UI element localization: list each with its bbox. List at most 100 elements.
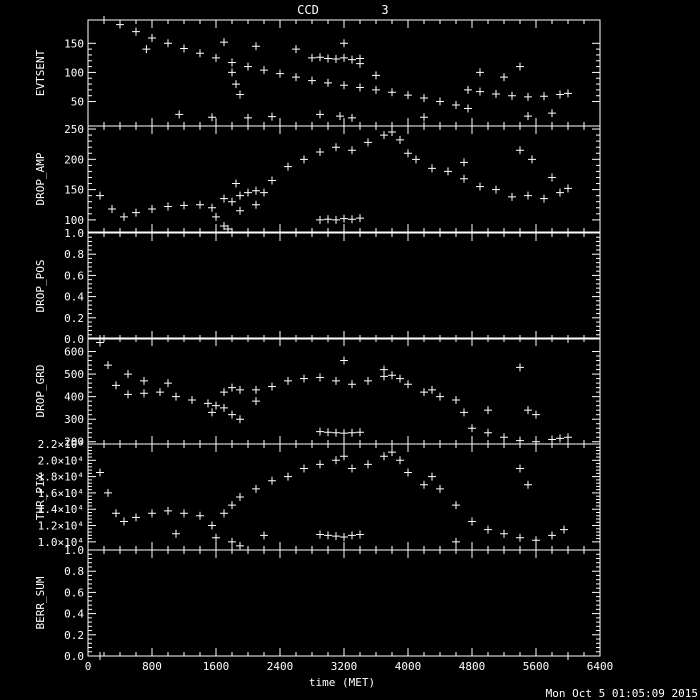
data-point bbox=[340, 53, 348, 62]
data-point bbox=[148, 509, 156, 518]
y-tick-label: 600 bbox=[64, 346, 84, 359]
data-point bbox=[180, 509, 188, 518]
data-point bbox=[468, 424, 476, 433]
data-point bbox=[148, 34, 156, 43]
data-point bbox=[340, 214, 348, 223]
data-point bbox=[556, 188, 564, 197]
data-point bbox=[324, 531, 332, 540]
x-tick-label: 6400 bbox=[587, 660, 614, 673]
panel-berr-sum: 0.0 0.2 0.4 0.6 0.8 1.0 BERR_SUM bbox=[34, 544, 601, 663]
data-point bbox=[348, 380, 356, 389]
data-point bbox=[524, 406, 532, 415]
data-point bbox=[436, 484, 444, 493]
data-point bbox=[260, 188, 268, 197]
data-point bbox=[142, 45, 151, 54]
data-point bbox=[212, 401, 220, 410]
data-point bbox=[228, 501, 236, 510]
data-point bbox=[196, 511, 204, 520]
data-point bbox=[452, 537, 460, 546]
data-point bbox=[348, 464, 356, 473]
panel-drop-pos: 0.0 0.2 0.4 0.6 0.8 1.0 DROP_POS bbox=[34, 227, 601, 346]
data-point bbox=[356, 83, 364, 92]
data-point bbox=[388, 128, 396, 137]
y-tick-label: 1.0 bbox=[64, 227, 84, 240]
y-tick-label: 50 bbox=[71, 96, 84, 109]
data-point bbox=[396, 135, 404, 144]
y-tick-label: 100 bbox=[64, 66, 84, 79]
data-point bbox=[476, 182, 484, 191]
data-point bbox=[332, 428, 340, 437]
y-tick-label: 300 bbox=[64, 413, 84, 426]
data-point bbox=[236, 385, 244, 394]
y-tick-label: 100 bbox=[64, 214, 84, 227]
data-point bbox=[372, 71, 380, 80]
data-point bbox=[332, 456, 340, 465]
data-point bbox=[316, 215, 324, 224]
data-point bbox=[516, 363, 524, 372]
data-point bbox=[508, 192, 516, 201]
data-point bbox=[268, 382, 276, 391]
data-point bbox=[180, 44, 188, 53]
data-point bbox=[388, 88, 396, 97]
y-tick-label: 200 bbox=[64, 436, 84, 449]
data-point bbox=[364, 138, 372, 147]
data-point bbox=[268, 176, 276, 185]
data-point bbox=[236, 493, 244, 501]
x-tick-label: 2400 bbox=[267, 660, 294, 673]
y-tick-label: 250 bbox=[64, 123, 84, 136]
data-point bbox=[420, 388, 428, 397]
data-point bbox=[156, 388, 164, 397]
y-axis-label: DROP_GRD bbox=[34, 365, 47, 418]
data-point bbox=[276, 69, 284, 78]
data-point bbox=[260, 66, 268, 75]
data-point bbox=[164, 379, 172, 388]
data-point bbox=[112, 509, 120, 518]
y-tick-label: 1.8×10⁴ bbox=[38, 471, 84, 484]
y-axis-label: BERR_SUM bbox=[34, 576, 47, 629]
data-point bbox=[524, 92, 532, 101]
data-point bbox=[316, 427, 324, 436]
x-tick-label: 4000 bbox=[395, 660, 422, 673]
data-point bbox=[540, 194, 548, 203]
y-tick-label: 0.8 bbox=[64, 565, 84, 578]
data-point bbox=[516, 62, 524, 71]
x-tick-label: 5600 bbox=[523, 660, 550, 673]
data-point bbox=[452, 396, 460, 405]
data-point bbox=[364, 460, 372, 469]
x-tick-label: 1600 bbox=[203, 660, 230, 673]
data-point bbox=[332, 532, 340, 541]
y-tick-label: 150 bbox=[64, 37, 84, 50]
data-point bbox=[556, 434, 564, 443]
data-point bbox=[140, 376, 148, 385]
ccd-number: 3 bbox=[381, 3, 388, 17]
data-point bbox=[132, 208, 140, 217]
data-point bbox=[404, 380, 412, 389]
y-tick-label: 0.8 bbox=[64, 248, 84, 261]
data-point bbox=[564, 652, 572, 660]
data-point bbox=[300, 464, 308, 473]
data-point bbox=[252, 186, 260, 195]
data-point bbox=[380, 365, 388, 374]
data-point bbox=[112, 381, 120, 390]
panel-drop-amp: 100 150 200 250 DROP_AMP bbox=[34, 123, 601, 233]
data-point bbox=[188, 396, 196, 405]
y-tick-label: 1.0 bbox=[64, 544, 84, 557]
data-point bbox=[500, 433, 508, 442]
y-tick-label: 0.6 bbox=[64, 269, 84, 282]
data-point bbox=[336, 112, 344, 121]
data-point bbox=[548, 173, 556, 182]
data-point bbox=[396, 456, 404, 465]
data-point bbox=[232, 179, 240, 188]
data-point bbox=[172, 529, 180, 538]
data-point bbox=[316, 530, 324, 539]
data-point bbox=[476, 68, 484, 77]
data-point bbox=[300, 374, 308, 383]
data-point bbox=[508, 91, 516, 100]
y-tick-label: 2.0×10⁴ bbox=[38, 454, 84, 467]
data-point bbox=[208, 408, 216, 417]
data-point bbox=[132, 513, 140, 522]
panels: 50100150EVTSENT100150200250DROP_AMP0.00.… bbox=[34, 16, 601, 663]
y-tick-label: 1.6×10⁴ bbox=[38, 487, 84, 500]
data-point bbox=[428, 164, 436, 173]
data-point bbox=[96, 191, 104, 200]
